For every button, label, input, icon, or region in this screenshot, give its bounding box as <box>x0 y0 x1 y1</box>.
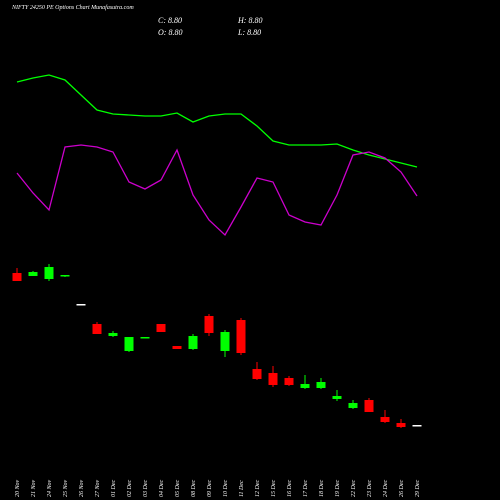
candle-body <box>252 369 262 379</box>
candle-body <box>140 337 150 339</box>
x-tick-label: 27 Nov <box>95 479 101 497</box>
candle-body <box>316 382 326 388</box>
candle-body <box>76 304 86 306</box>
x-tick-label: 26 Dec <box>399 480 405 497</box>
candle-body <box>380 417 390 422</box>
candle-body <box>396 423 406 427</box>
x-tick-label: 24 Nov <box>46 479 53 497</box>
x-tick-label: 16 Dec <box>287 480 293 497</box>
candle-body <box>284 378 294 385</box>
x-tick-label: 24 Dec <box>382 480 389 497</box>
candle-body <box>28 272 38 276</box>
candle-body <box>204 316 214 333</box>
x-tick-label: 23 Dec <box>367 480 373 497</box>
indicator-line <box>16 144 418 237</box>
x-tick-label: 02 Dec <box>127 480 133 497</box>
candle-body <box>348 403 358 408</box>
x-tick-label: 18 Dec <box>319 480 325 497</box>
x-tick-label: 09 Dec <box>207 480 213 497</box>
candle-body <box>300 384 310 388</box>
candle-body <box>172 346 182 349</box>
x-tick-label: 05 Dec <box>175 480 181 497</box>
candle-body <box>44 267 54 279</box>
x-tick-label: 11 Dec <box>239 480 245 497</box>
candle-body <box>108 333 118 336</box>
candle-body <box>188 336 198 349</box>
candle-body <box>412 425 422 427</box>
x-tick-label: 20 Nov <box>15 479 21 497</box>
x-tick-label: 21 Nov <box>31 479 37 497</box>
x-tick-label: 22 Dec <box>351 480 357 497</box>
candle-body <box>124 337 134 351</box>
x-tick-label: 03 Dec <box>143 480 149 497</box>
x-tick-label: 15 Dec <box>271 480 277 497</box>
close-label: C: 8.80 <box>158 16 182 25</box>
candle-body <box>156 324 166 332</box>
low-label: L: 8.80 <box>237 28 261 37</box>
candle-body <box>60 275 70 277</box>
candle-body <box>92 324 102 334</box>
high-label: H: 8.80 <box>237 16 262 25</box>
x-tick-label: 12 Dec <box>255 480 261 497</box>
x-tick-label: 29 Dec <box>415 480 421 497</box>
indicator-line <box>16 74 418 168</box>
chart-title: NIFTY 24250 PE Options Chart Munafasutra… <box>11 4 134 11</box>
x-tick-label: 04 Dec <box>158 480 165 497</box>
x-tick-label: 25 Nov <box>63 479 69 497</box>
open-label: O: 8.80 <box>158 28 182 37</box>
x-tick-label: 01 Dec <box>111 480 117 497</box>
candle-body <box>220 332 230 351</box>
candle-body <box>268 373 278 385</box>
candle-body <box>364 400 374 412</box>
x-tick-label: 26 Nov <box>79 479 85 497</box>
x-tick-label: 17 Dec <box>303 480 309 497</box>
candle-body <box>236 320 246 353</box>
candle-body <box>12 273 22 281</box>
x-tick-label: 19 Dec <box>335 480 341 497</box>
candle-body <box>332 396 342 399</box>
x-tick-label: 08 Dec <box>191 480 197 497</box>
x-tick-label: 10 Dec <box>223 480 229 497</box>
